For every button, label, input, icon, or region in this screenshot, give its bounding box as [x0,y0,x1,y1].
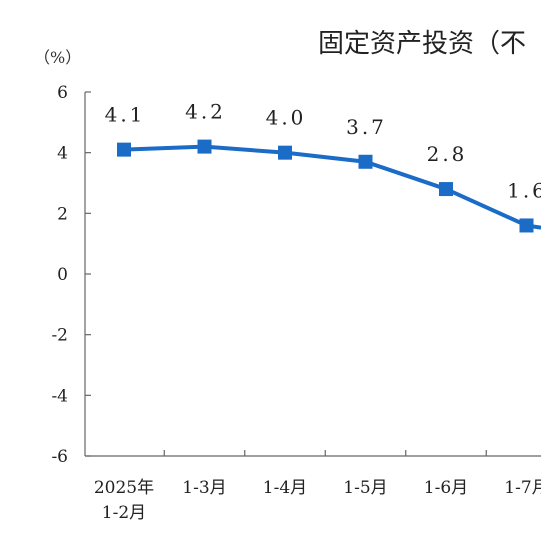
x-tick-label: 1-6月 [424,478,468,498]
data-label: 2.8 [427,142,468,166]
x-tick-label: 1-5月 [343,478,387,498]
data-point-marker [117,142,131,157]
y-tick-label: -4 [51,386,68,406]
data-labels: 4.1 4.2 4.0 3.7 2.8 1.6 [105,100,541,203]
y-tick-label: 2 [57,204,68,224]
series-line [123,144,541,230]
data-point-marker [358,154,373,169]
x-tick-label: 2025年 1-2月 [94,478,154,523]
x-ticks: 2025年 1-2月 1-3月 1-4月 1-5月 1-6月 1-7月 [94,450,541,523]
data-point-marker [519,218,534,233]
data-point-marker [439,182,453,197]
y-tick-label: -6 [51,447,68,467]
data-point-marker [197,139,212,154]
data-label: 1.6 [507,178,541,202]
data-label: 4.0 [266,106,307,130]
data-label: 3.7 [346,115,387,139]
y-ticks: 6 4 2 0 -2 -4 -6 [51,83,91,467]
chart-title: 固定资产投资（不 [318,29,526,59]
data-point-marker [278,145,292,160]
data-label: 4.2 [185,100,226,124]
x-tick-label: 1-3月 [182,478,226,498]
y-tick-label: 6 [57,83,68,103]
y-tick-label: 4 [57,144,68,164]
data-label: 4.1 [105,103,146,127]
y-tick-label: -2 [51,326,68,346]
series [117,139,541,233]
x-tick-label: 1-7月 [504,478,541,498]
y-tick-label: 0 [57,265,68,285]
x-tick-label: 1-4月 [263,478,307,498]
y-unit-label: （%） [34,48,81,67]
